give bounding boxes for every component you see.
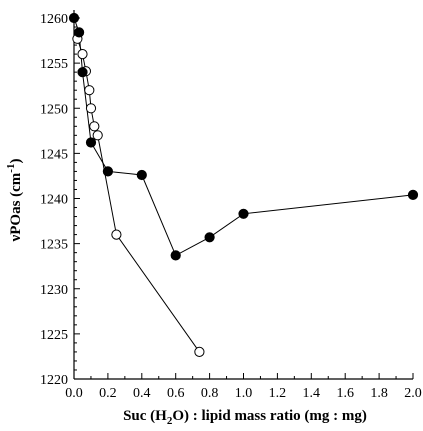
y-axis-title-sup: -1 <box>5 164 17 173</box>
y-tick-label: 1225 <box>40 328 68 343</box>
filled-point <box>68 12 80 24</box>
y-tick-label: 1250 <box>40 102 68 117</box>
y-tick-label: 1240 <box>40 193 68 208</box>
x-tick-label: 0.8 <box>201 386 219 401</box>
open-point <box>89 121 100 132</box>
open-point <box>111 229 122 240</box>
filled-point <box>407 189 419 200</box>
series-line-filled-circle <box>73 17 414 257</box>
y-axis-title: νPOas (cm-1) <box>5 159 24 243</box>
x-axis-title-sub: 2 <box>167 415 173 427</box>
series-layer <box>68 12 419 357</box>
x-tick-label: 0.0 <box>65 386 83 401</box>
y-tick-label: 1230 <box>40 283 68 298</box>
x-tick-label: 1.6 <box>336 386 354 401</box>
x-tick-label: 1.8 <box>370 386 388 401</box>
filled-point <box>85 137 97 148</box>
x-tick-label: 0.2 <box>99 386 117 401</box>
x-axis-title-post: O) : lipid mass ratio (mg : mg) <box>172 408 367 424</box>
y-tick-label: 1255 <box>40 57 68 72</box>
y-axis-title-pre: νPOas (cm <box>8 172 24 242</box>
x-tick-label: 1.4 <box>303 386 321 401</box>
series-line-open-circle <box>76 38 200 353</box>
x-axis-title: Suc (H2O) : lipid mass ratio (mg : mg) <box>123 408 367 427</box>
axes: 0.0 0.2 0.4 0.6 0.8 1.0 1.2 1.4 1.6 1.8 2.0 1220 122… <box>40 10 422 401</box>
x-tick-label: 0.6 <box>167 386 185 401</box>
x-tick-label: 1.2 <box>269 386 287 401</box>
filled-point <box>74 27 85 38</box>
open-point <box>194 346 205 357</box>
filled-point <box>136 169 147 181</box>
y-tick-label: 1220 <box>40 373 68 388</box>
y-tick-label: 1245 <box>40 147 68 162</box>
x-tick-label: 0.4 <box>133 386 151 401</box>
open-point <box>77 49 88 60</box>
y-tick-label: 1235 <box>40 238 68 253</box>
filled-point <box>77 67 88 78</box>
filled-point <box>102 166 114 177</box>
filled-point <box>204 232 215 243</box>
y-tick-label: 1260 <box>40 12 68 27</box>
open-point <box>84 85 95 96</box>
open-point <box>85 103 97 114</box>
y-axis-title-post: ) <box>8 159 24 164</box>
x-tick-label: 1.0 <box>235 386 253 401</box>
open-point <box>92 130 103 141</box>
filled-point <box>238 208 249 219</box>
x-axis-title-pre: Suc (H <box>123 408 167 424</box>
filled-point <box>170 250 181 261</box>
x-tick-label: 2.0 <box>404 386 422 401</box>
